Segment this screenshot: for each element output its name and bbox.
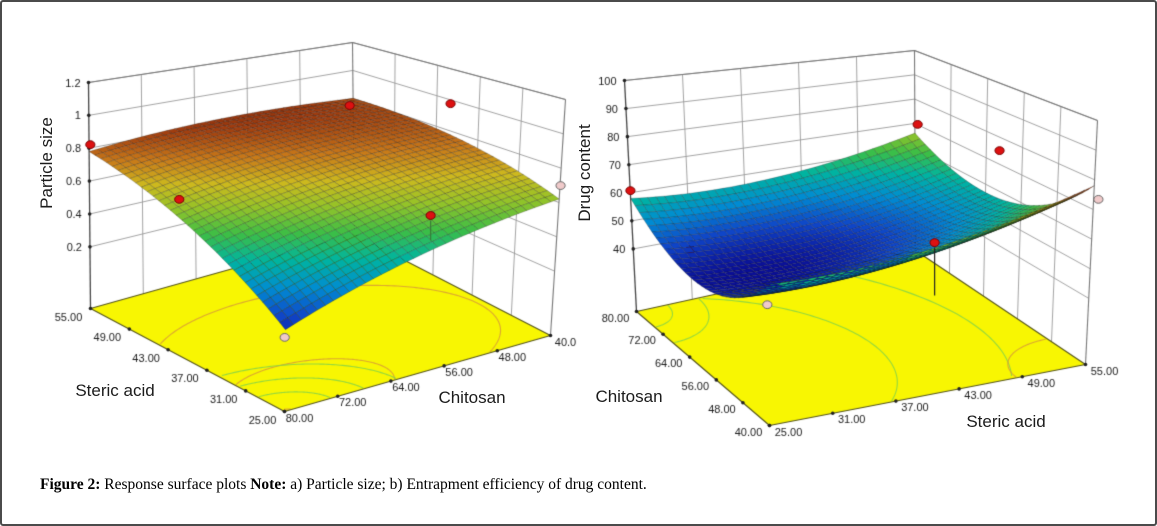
caption-text: Response surface plots [104, 476, 247, 493]
figure-label: Figure 2: [40, 476, 101, 493]
response-surface-plot-particle-size [22, 2, 592, 462]
figure-caption: Figure 2: Response surface plots Note: a… [40, 476, 647, 494]
note-label: Note: [250, 476, 287, 493]
plots-row: Particle size Steric acid Chitosan Drug … [2, 2, 1155, 464]
response-surface-plot-drug-content [572, 2, 1155, 462]
note-text: a) Particle size; b) Entrapment efficien… [290, 476, 647, 493]
